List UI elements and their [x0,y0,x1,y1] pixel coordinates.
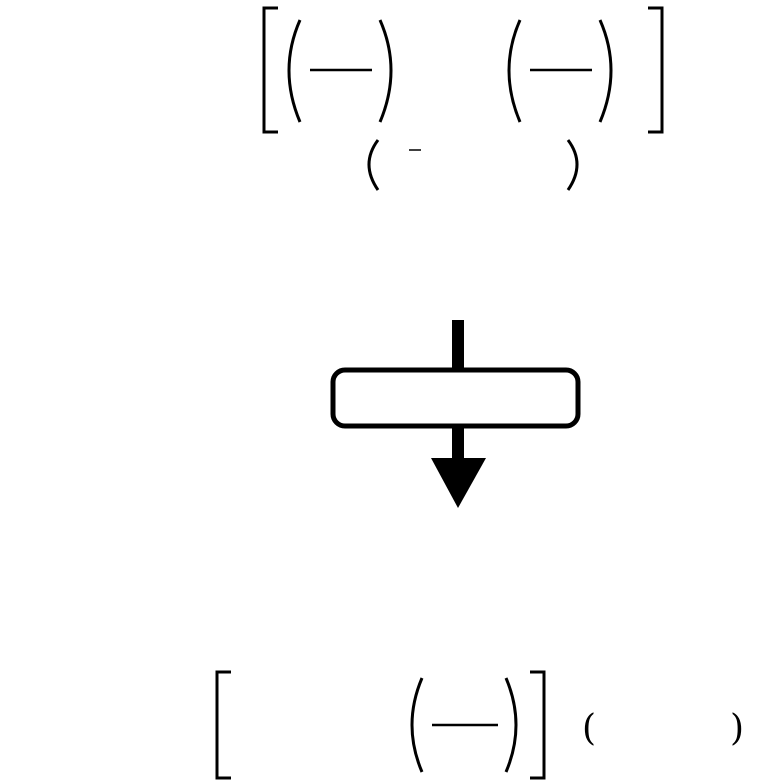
decatenation-box [330,367,581,429]
topo-bracket-right [530,670,546,780]
eq-topo-paren-l: ( [582,708,596,749]
arrow-head [431,458,486,508]
paren-open-3 [367,139,380,191]
paren-open-2 [507,19,522,123]
bracket-left [262,6,278,134]
equation-hard [262,6,664,191]
equation-topo: ( ) [215,670,744,780]
topo-bracket-left [215,670,231,780]
paren-close-3 [566,139,579,191]
decatenation-arrow [330,320,581,508]
bracket-right [648,6,664,134]
paren-close-1 [378,19,393,123]
paren-close-2 [598,19,613,123]
paren-open-1 [287,19,302,123]
topo-paren-close [504,677,518,773]
topo-paren-open [410,677,424,773]
eq-topo-paren-r: ) [730,708,744,749]
